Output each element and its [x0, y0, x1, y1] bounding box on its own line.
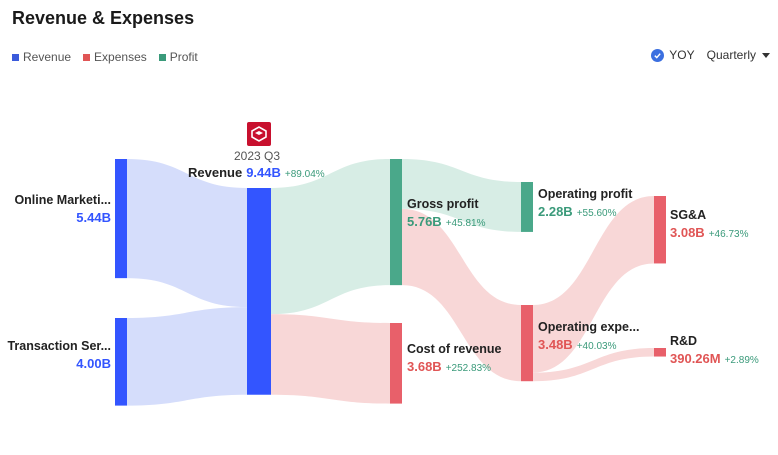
node-change-rd: +2.89%	[724, 355, 759, 366]
sankey-node-gross[interactable]	[390, 159, 402, 286]
node-label-opprofit: Operating profit 2.28B +55.60%	[538, 187, 632, 221]
sankey-link-opexp-rd[interactable]	[533, 348, 654, 382]
node-label-transaction: Transaction Ser... 4.00B	[7, 339, 111, 373]
node-label-cost: Cost of revenue 3.68B +252.83%	[407, 342, 501, 376]
legend-label-revenue: Revenue	[23, 50, 72, 64]
sankey-node-cost[interactable]	[390, 323, 402, 404]
sankey-node-revenue[interactable]	[247, 188, 271, 395]
node-value-transaction: 4.00B	[76, 356, 111, 371]
node-label-rd: R&D 390.26M +2.89%	[670, 334, 759, 368]
chart-title: Revenue & Expenses	[12, 8, 195, 28]
period-dropdown[interactable]: Quarterly	[707, 48, 770, 62]
sankey-link-opexp-sga[interactable]	[533, 196, 654, 373]
node-label-revenue: Revenue 9.44B +89.04%	[188, 164, 325, 182]
node-name-opexp: Operating expe...	[538, 320, 640, 334]
legend-swatch-expenses	[83, 53, 91, 61]
legend: Revenue Expenses Profit	[12, 50, 198, 64]
node-value-cost: 3.68B	[407, 359, 442, 374]
sankey-link-gross-opprofit[interactable]	[402, 159, 521, 232]
node-name-online: Online Marketi...	[14, 193, 111, 207]
node-label-sga: SG&A 3.08B +46.73%	[670, 208, 748, 242]
node-change-opprofit: +55.60%	[576, 208, 617, 219]
logo-mark-icon	[251, 126, 267, 142]
node-label-opexp: Operating expe... 3.48B +40.03%	[538, 320, 639, 354]
period-value: Quarterly	[706, 48, 756, 62]
node-name-revenue: Revenue	[188, 165, 243, 180]
chevron-down-icon	[762, 52, 770, 58]
sankey-node-online[interactable]	[115, 159, 127, 279]
node-name-rd: R&D	[670, 334, 698, 348]
node-name-gross: Gross profit	[407, 197, 479, 211]
sankey-link-gross-opexp[interactable]	[402, 208, 521, 382]
node-value-sga: 3.08B	[670, 225, 705, 240]
node-value-opexp: 3.48B	[538, 337, 573, 352]
node-change-gross: +45.81%	[445, 218, 486, 229]
node-value-online: 5.44B	[76, 210, 111, 225]
node-value-revenue: 9.44B	[246, 165, 281, 180]
legend-swatch-revenue	[12, 53, 19, 61]
check-circle-icon	[651, 48, 665, 62]
legend-label-profit: Profit	[169, 50, 198, 64]
period-label: 2023 Q3	[234, 149, 281, 163]
node-change-sga: +46.73%	[708, 229, 749, 240]
company-logo	[247, 122, 271, 146]
sankey-node-transaction[interactable]	[115, 318, 127, 406]
node-name-transaction: Transaction Ser...	[7, 339, 111, 353]
node-change-opexp: +40.03%	[576, 341, 617, 352]
legend-item-profit[interactable]: Profit	[158, 50, 198, 64]
node-value-opprofit: 2.28B	[538, 204, 573, 219]
node-value-rd: 390.26M	[670, 351, 721, 366]
node-change-cost: +252.83%	[445, 363, 492, 374]
sankey-node-opexp[interactable]	[521, 305, 533, 382]
sankey-link-revenue-gross[interactable]	[271, 159, 390, 315]
legend-label-expenses: Expenses	[94, 50, 147, 64]
node-label-gross: Gross profit 5.76B +45.81%	[407, 197, 485, 231]
sankey-link-online-revenue[interactable]	[127, 159, 247, 308]
legend-swatch-profit	[158, 53, 166, 61]
sankey-link-revenue-cost[interactable]	[271, 314, 390, 404]
node-name-cost: Cost of revenue	[407, 342, 502, 356]
node-name-opprofit: Operating profit	[538, 187, 633, 201]
sankey-node-rd[interactable]	[654, 348, 666, 357]
sankey-link-transaction-revenue[interactable]	[127, 307, 247, 406]
legend-item-revenue[interactable]: Revenue	[12, 50, 71, 64]
node-change-revenue: +89.04%	[284, 169, 325, 180]
yoy-toggle[interactable]: YOY	[651, 48, 695, 62]
sankey-node-sga[interactable]	[654, 196, 666, 264]
chart-controls: YOY Quarterly	[651, 48, 770, 62]
node-label-online: Online Marketi... 5.44B	[14, 193, 111, 227]
sankey-node-opprofit[interactable]	[521, 182, 533, 232]
node-value-gross: 5.76B	[407, 214, 442, 229]
node-name-sga: SG&A	[670, 208, 707, 222]
yoy-label: YOY	[669, 48, 695, 62]
legend-item-expenses[interactable]: Expenses	[83, 50, 147, 64]
